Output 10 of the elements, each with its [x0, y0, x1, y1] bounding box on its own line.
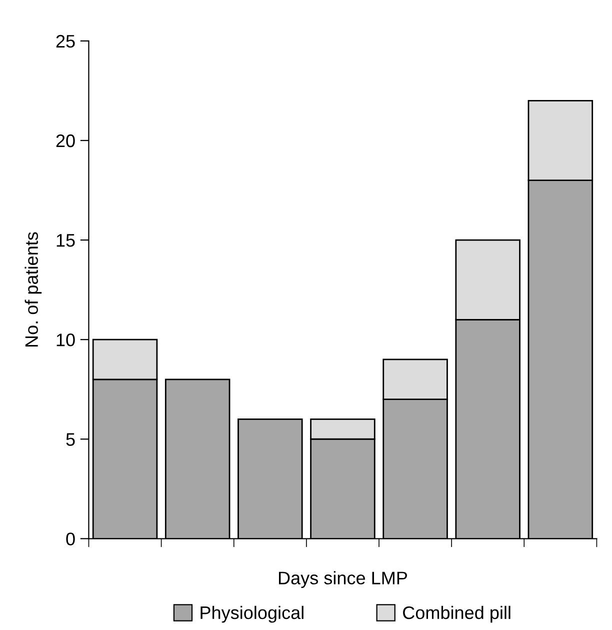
y-axis-title: No. of patients — [24, 232, 42, 347]
y-tick-label: 20 — [56, 134, 75, 148]
legend-label: Physiological — [200, 606, 304, 623]
legend-label: Combined pill — [403, 606, 510, 623]
y-tick-label: 15 — [56, 234, 75, 247]
x-axis-title: Days since LMP — [278, 571, 407, 588]
y-tick-label: 25 — [56, 34, 75, 48]
y-tick-label: 0 — [66, 532, 75, 546]
y-tick-label: 5 — [66, 433, 75, 446]
y-tick-label: 10 — [56, 334, 75, 346]
